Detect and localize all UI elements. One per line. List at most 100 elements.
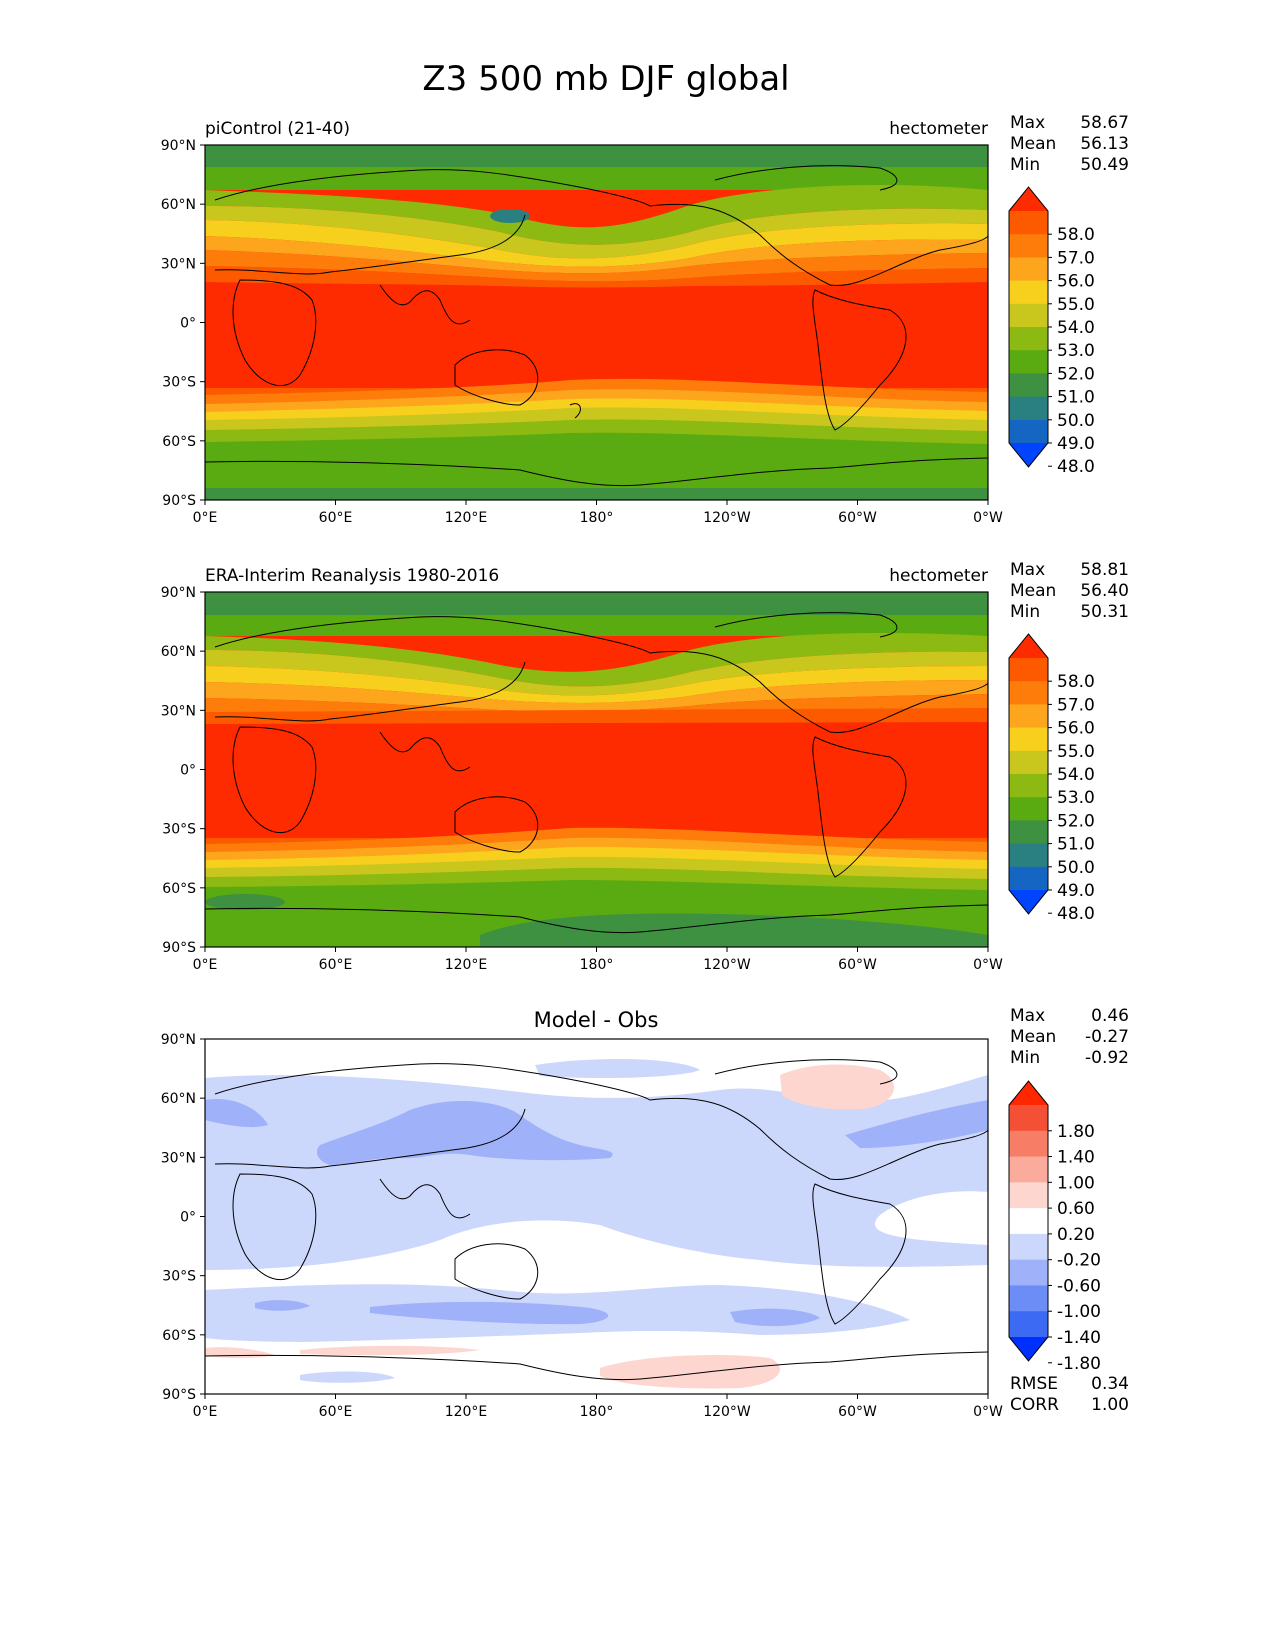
panel-units: hectometer [889, 566, 988, 586]
metric-value: 0.34 [1091, 1374, 1129, 1394]
stat-name: Mean [1010, 134, 1056, 154]
lat-tick-label: 60°N [161, 1091, 196, 1107]
lat-tick-label: 90°S [162, 940, 196, 956]
lat-tick-label: 30°S [162, 822, 196, 838]
stat-name: Mean [1010, 581, 1056, 601]
lon-tick-label: 120°W [703, 510, 751, 526]
lat-tick-label: 90°N [161, 1032, 196, 1048]
lon-tick-label: 120°E [445, 510, 488, 526]
colorbars: 58.0 57.0 56.0 55.0 54.0 53.0 52.0 51.0 50.0 49.0… [1008, 186, 1101, 1374]
colorbar-tick-label: 50.0 [1057, 411, 1095, 431]
colorbar-tick-label: 53.0 [1057, 341, 1095, 361]
colorbar-extend-bottom [1009, 443, 1048, 467]
colorbar-tick-label: 55.0 [1057, 742, 1095, 762]
lon-tick-label: 120°W [703, 1404, 751, 1420]
colorbar-tick-label: 0.60 [1057, 1199, 1095, 1219]
colorbar-tick-label: 57.0 [1057, 248, 1095, 268]
lon-tick-label: 60°W [838, 957, 877, 973]
colorbar-tick-label: -1.00 [1057, 1302, 1101, 1322]
colorbar-segment [1009, 234, 1048, 258]
colorbar-segment [1009, 866, 1048, 891]
lat-tick-label: 60°S [162, 1328, 196, 1344]
colorbar-extend-top [1009, 1081, 1048, 1105]
colorbar-tick-label: 49.0 [1057, 881, 1095, 901]
lat-tick-label: 90°N [161, 585, 196, 601]
colorbar-tick-label: 53.0 [1057, 788, 1095, 808]
stat-name: Min [1010, 602, 1040, 622]
coastlines [205, 612, 988, 934]
colorbar-tick-label: 50.0 [1057, 858, 1095, 878]
colorbar-tick-label: 48.0 [1057, 904, 1095, 924]
lat-tick-label: 30°N [161, 1150, 196, 1166]
lat-tick-label: 30°N [161, 256, 196, 272]
lat-tick-label: 30°N [161, 703, 196, 719]
stat-value: -0.92 [1085, 1048, 1129, 1068]
colorbar-tick-label: 52.0 [1057, 364, 1095, 384]
colorbar-extend-top [1009, 187, 1048, 211]
metric-name: CORR [1010, 1395, 1059, 1415]
colorbar-tick-label: -0.60 [1057, 1276, 1101, 1296]
colorbar-tick-label: 58.0 [1057, 225, 1095, 245]
figure-title: Z3 500 mb DJF global [422, 59, 789, 99]
stat-name: Max [1010, 560, 1045, 580]
panel-diff: Model - Obs [204, 1008, 989, 1395]
colorbar-tick-label: 0.20 [1057, 1225, 1095, 1245]
lat-tick-label: 0° [180, 316, 196, 332]
axis-ticks: 90°N60°N30°N0°30°S60°S90°S0°E 60°E 120°E 18… [161, 138, 1003, 1420]
colorbar-segment [1009, 211, 1048, 235]
lon-tick-label: 0°W [973, 1404, 1003, 1420]
panel-label: piControl (21-40) [205, 119, 350, 139]
colorbar-segment [1009, 1156, 1048, 1183]
colorbar-segment [1009, 419, 1048, 444]
colorbar-segment [1009, 303, 1048, 328]
coastlines [205, 1059, 988, 1381]
colorbar-extend-bottom [1009, 1337, 1048, 1361]
stat-name: Max [1010, 113, 1045, 133]
metric-value: 1.00 [1091, 1395, 1129, 1415]
colorbar-segment [1009, 1285, 1048, 1312]
stat-value: 56.40 [1080, 581, 1129, 601]
colorbar-tick-label: 56.0 [1057, 272, 1095, 292]
colorbar-segment [1009, 727, 1048, 752]
lon-tick-label: 60°W [838, 1404, 877, 1420]
lon-tick-label: 0°E [193, 510, 218, 526]
colorbar-tick-label: 54.0 [1057, 318, 1095, 338]
map-field [205, 1039, 988, 1394]
colorbar-segment [1009, 327, 1048, 351]
colorbar-segment [1009, 750, 1048, 775]
lat-tick-label: 0° [180, 763, 196, 779]
stat-value: 56.13 [1080, 134, 1129, 154]
stat-value: 58.81 [1080, 560, 1129, 580]
lon-tick-label: 60°W [838, 510, 877, 526]
colorbar-tick-label: 58.0 [1057, 672, 1095, 692]
panel-obs: ERA-Interim Reanalysis 1980-2016 hectome… [204, 566, 989, 948]
colorbar-tick-label: -1.40 [1057, 1328, 1101, 1348]
stat-name: Mean [1010, 1027, 1056, 1047]
colorbar-segment [1009, 843, 1048, 868]
lon-tick-label: 120°E [445, 957, 488, 973]
colorbar-segment [1009, 704, 1048, 729]
colorbar-segment [1009, 350, 1048, 374]
colorbar-segment [1009, 373, 1048, 398]
stat-value: 0.46 [1091, 1006, 1129, 1026]
colorbar-extend-top [1009, 634, 1048, 658]
colorbar-segment [1009, 280, 1048, 305]
colorbar-segment [1009, 1259, 1048, 1286]
colorbar-tick-label: 49.0 [1057, 434, 1095, 454]
stat-name: Min [1010, 155, 1040, 175]
lon-tick-label: 0°W [973, 510, 1003, 526]
colorbar-tick-label: 1.00 [1057, 1173, 1095, 1193]
lon-tick-label: 60°E [319, 1404, 353, 1420]
lon-tick-label: 0°E [193, 957, 218, 973]
lat-tick-label: 30°S [162, 1269, 196, 1285]
colorbar-tick-label: 48.0 [1057, 457, 1095, 477]
colorbar-segment [1009, 1130, 1048, 1158]
colorbar-segment [1009, 1208, 1048, 1235]
coastlines [205, 165, 988, 487]
colorbar-segment [1009, 820, 1048, 845]
stats: Max 58.67 Mean 56.13 Min 50.49 Max 58.81 Mean 56.… [1010, 113, 1129, 1415]
colorbar-tick-label: 57.0 [1057, 695, 1095, 715]
colorbar-segment [1009, 658, 1048, 682]
lat-tick-label: 60°S [162, 434, 196, 450]
